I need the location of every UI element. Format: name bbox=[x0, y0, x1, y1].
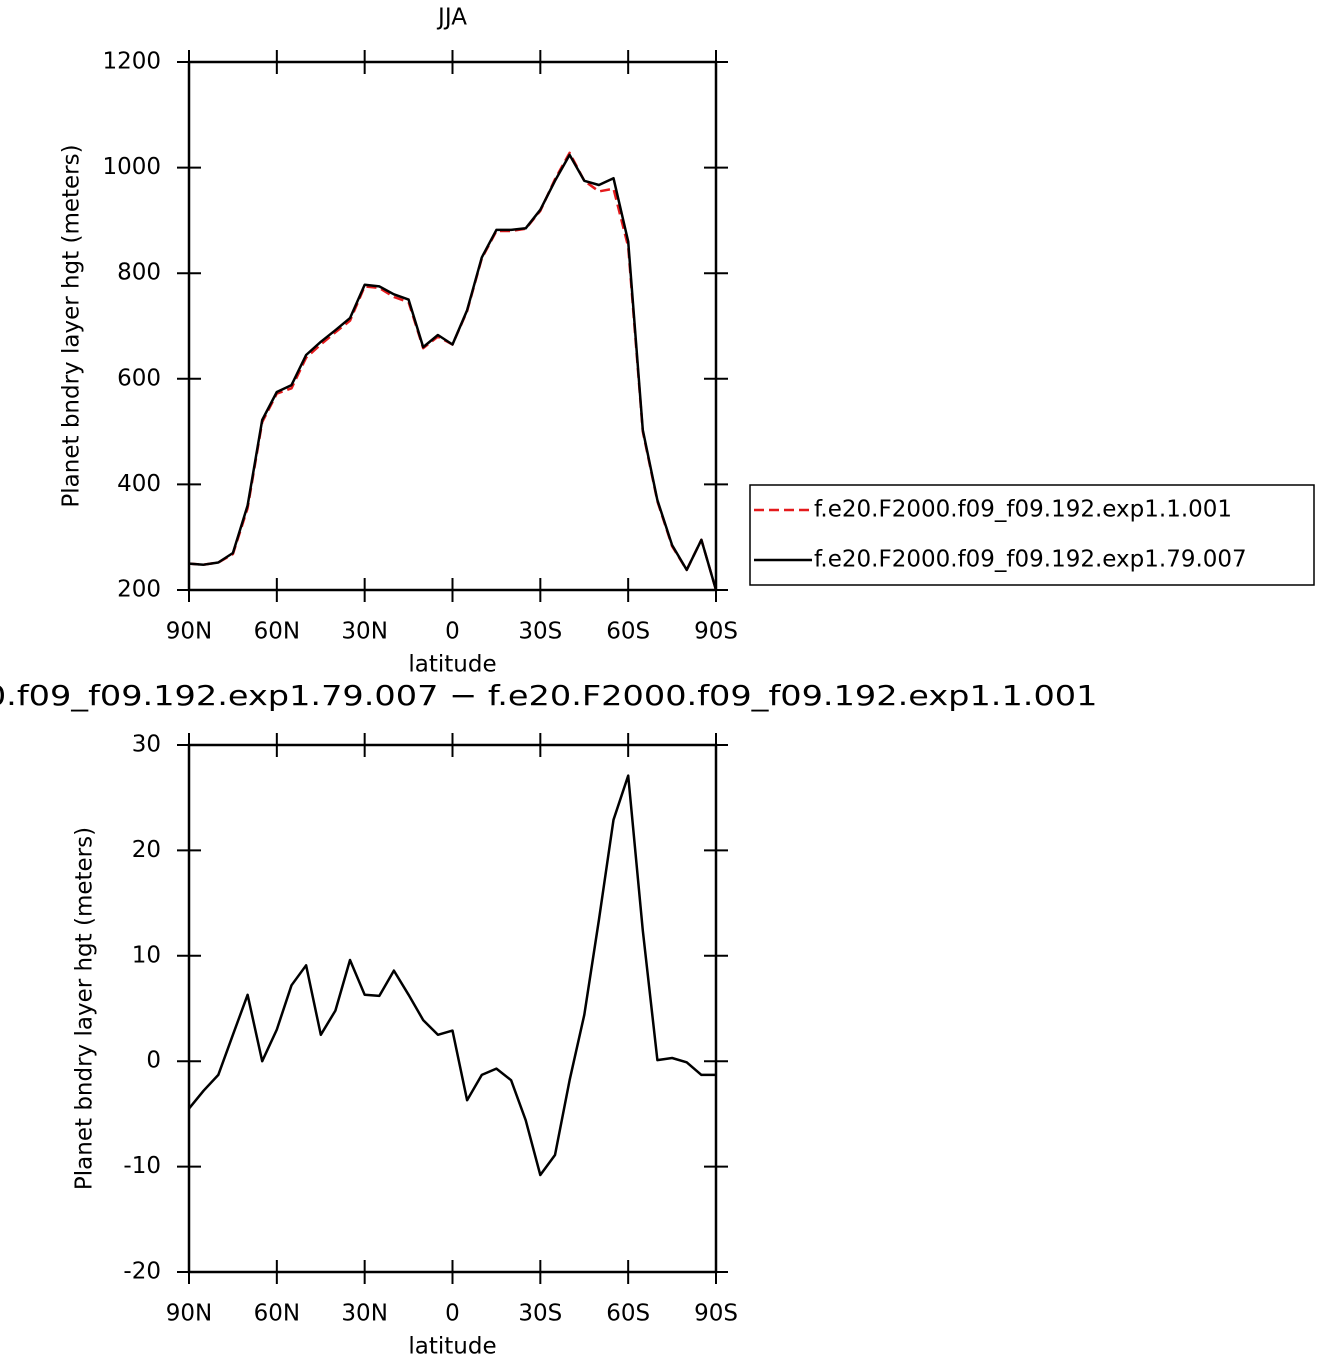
y-tick-label: 800 bbox=[117, 260, 161, 286]
x-tick-label: 30S bbox=[518, 1301, 562, 1327]
x-tick-label: 60N bbox=[254, 1301, 300, 1327]
x-tick-label: 60N bbox=[254, 619, 300, 645]
y-tick-label: -20 bbox=[123, 1259, 161, 1285]
legend-frame bbox=[749, 484, 1315, 586]
y-axis-label: Planet bndry layer hgt (meters) bbox=[72, 827, 98, 1190]
x-tick-label: 60S bbox=[606, 1301, 650, 1327]
y-tick-label: 400 bbox=[117, 471, 161, 497]
y-axis-label: Planet bndry layer hgt (meters) bbox=[59, 144, 85, 507]
data-line bbox=[188, 774, 716, 1177]
x-tick-label: 30N bbox=[341, 1301, 387, 1327]
chart-title: JJA bbox=[436, 5, 467, 31]
plot-frame bbox=[187, 743, 718, 1274]
y-tick-label: 1000 bbox=[102, 154, 161, 180]
y-tick-label: 10 bbox=[132, 942, 161, 968]
x-tick-label: 90S bbox=[694, 1301, 738, 1327]
data-line bbox=[188, 151, 718, 591]
x-tick-label: 60S bbox=[606, 619, 650, 645]
x-tick-label: 30N bbox=[341, 619, 387, 645]
y-tick-label: 30 bbox=[132, 732, 161, 758]
legend-label: f.e20.F2000.f09_f09.192.exp1.1.001 bbox=[814, 497, 1232, 523]
y-tick-label: 0 bbox=[146, 1048, 161, 1074]
chart-title: f.e20.F2000.f09_f09.192.exp1.79.007 − f.… bbox=[0, 679, 1098, 712]
y-tick-label: 600 bbox=[117, 365, 161, 391]
x-tick-label: 0 bbox=[445, 619, 460, 645]
x-tick-label: 90S bbox=[694, 619, 738, 645]
plot-frame bbox=[187, 60, 718, 592]
x-axis-label: latitude bbox=[408, 652, 496, 678]
x-tick-label: 0 bbox=[445, 1301, 460, 1327]
x-tick-label: 30S bbox=[518, 619, 562, 645]
y-tick-label: 200 bbox=[117, 577, 161, 603]
y-tick-label: 20 bbox=[132, 837, 161, 863]
x-tick-label: 90N bbox=[166, 1301, 212, 1327]
y-tick-label: -10 bbox=[123, 1153, 161, 1179]
x-tick-label: 90N bbox=[166, 619, 212, 645]
data-line bbox=[188, 153, 718, 591]
y-tick-label: 1200 bbox=[102, 49, 161, 75]
legend-label: f.e20.F2000.f09_f09.192.exp1.79.007 bbox=[814, 547, 1247, 573]
x-axis-label: latitude bbox=[408, 1334, 496, 1360]
